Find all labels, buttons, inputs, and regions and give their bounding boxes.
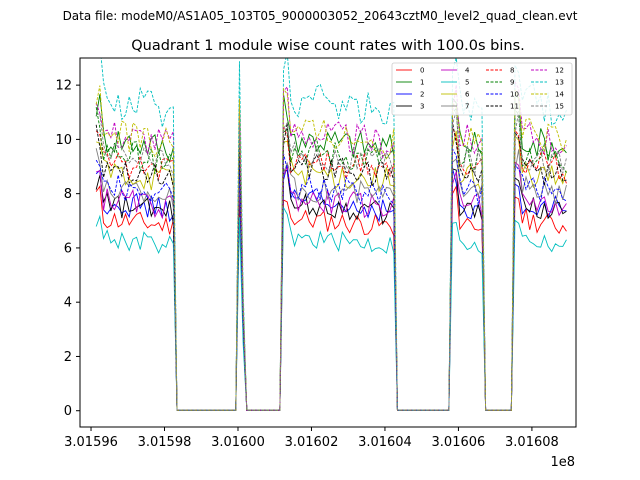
- series-line-4: [96, 161, 567, 411]
- legend-label-0: 0: [420, 67, 424, 75]
- series-line-7: [95, 148, 567, 411]
- y-tick-label: 0: [64, 404, 72, 419]
- legend-box: [391, 62, 573, 116]
- legend-label-7: 7: [465, 103, 469, 111]
- legend-label-9: 9: [510, 79, 514, 87]
- suptitle: Data file: modeM0/AS1A05_103T05_90000030…: [63, 9, 578, 23]
- legend-label-4: 4: [465, 67, 470, 75]
- chart-title: Quadrant 1 module wise count rates with …: [131, 38, 525, 54]
- legend-label-3: 3: [420, 103, 424, 111]
- legend-label-6: 6: [465, 91, 470, 99]
- x-tick-label: 3.01598: [138, 435, 192, 450]
- y-tick-label: 8: [64, 187, 72, 202]
- series-line-15: [96, 110, 567, 411]
- x-tick-label: 3.01606: [432, 435, 486, 450]
- legend-label-10: 10: [510, 91, 519, 99]
- y-tick-label: 6: [64, 241, 72, 256]
- y-tick-label: 4: [64, 296, 72, 311]
- legend-label-1: 1: [420, 79, 424, 87]
- legend-label-8: 8: [510, 67, 514, 75]
- legend-label-14: 14: [555, 91, 564, 99]
- axes-frame: [79, 57, 577, 428]
- x-tick-label: 3.01596: [64, 435, 118, 450]
- y-tick-label: 10: [55, 133, 72, 148]
- series-line-14: [95, 85, 567, 411]
- x-tick-label: 3.01600: [211, 435, 265, 450]
- x-tick-label: 3.01604: [358, 435, 412, 450]
- series-layer: [95, 58, 567, 411]
- series-line-9: [95, 106, 567, 411]
- y-axis: 0 2 4 6 8 10 12: [55, 79, 80, 419]
- x-axis: 3.01596 3.01598 3.01600 3.01602 3.01604 3.016…: [64, 427, 559, 450]
- legend-label-12: 12: [555, 67, 564, 75]
- series-line-5: [95, 205, 567, 411]
- y-tick-label: 2: [64, 350, 72, 365]
- series-line-0: [95, 184, 567, 411]
- y-tick-label: 12: [55, 79, 72, 94]
- series-line-10: [95, 147, 567, 411]
- plot-area: [79, 57, 577, 428]
- legend-label-15: 15: [555, 103, 564, 111]
- legend-label-13: 13: [555, 79, 564, 87]
- legend-label-2: 2: [420, 91, 424, 99]
- legend-label-11: 11: [510, 103, 519, 111]
- x-tick-label: 3.01602: [285, 435, 339, 450]
- x-tick-label: 3.01608: [505, 435, 559, 450]
- x-offset-label: 1e8: [550, 455, 575, 470]
- legend-label-5: 5: [465, 79, 469, 87]
- series-line-6: [96, 130, 567, 411]
